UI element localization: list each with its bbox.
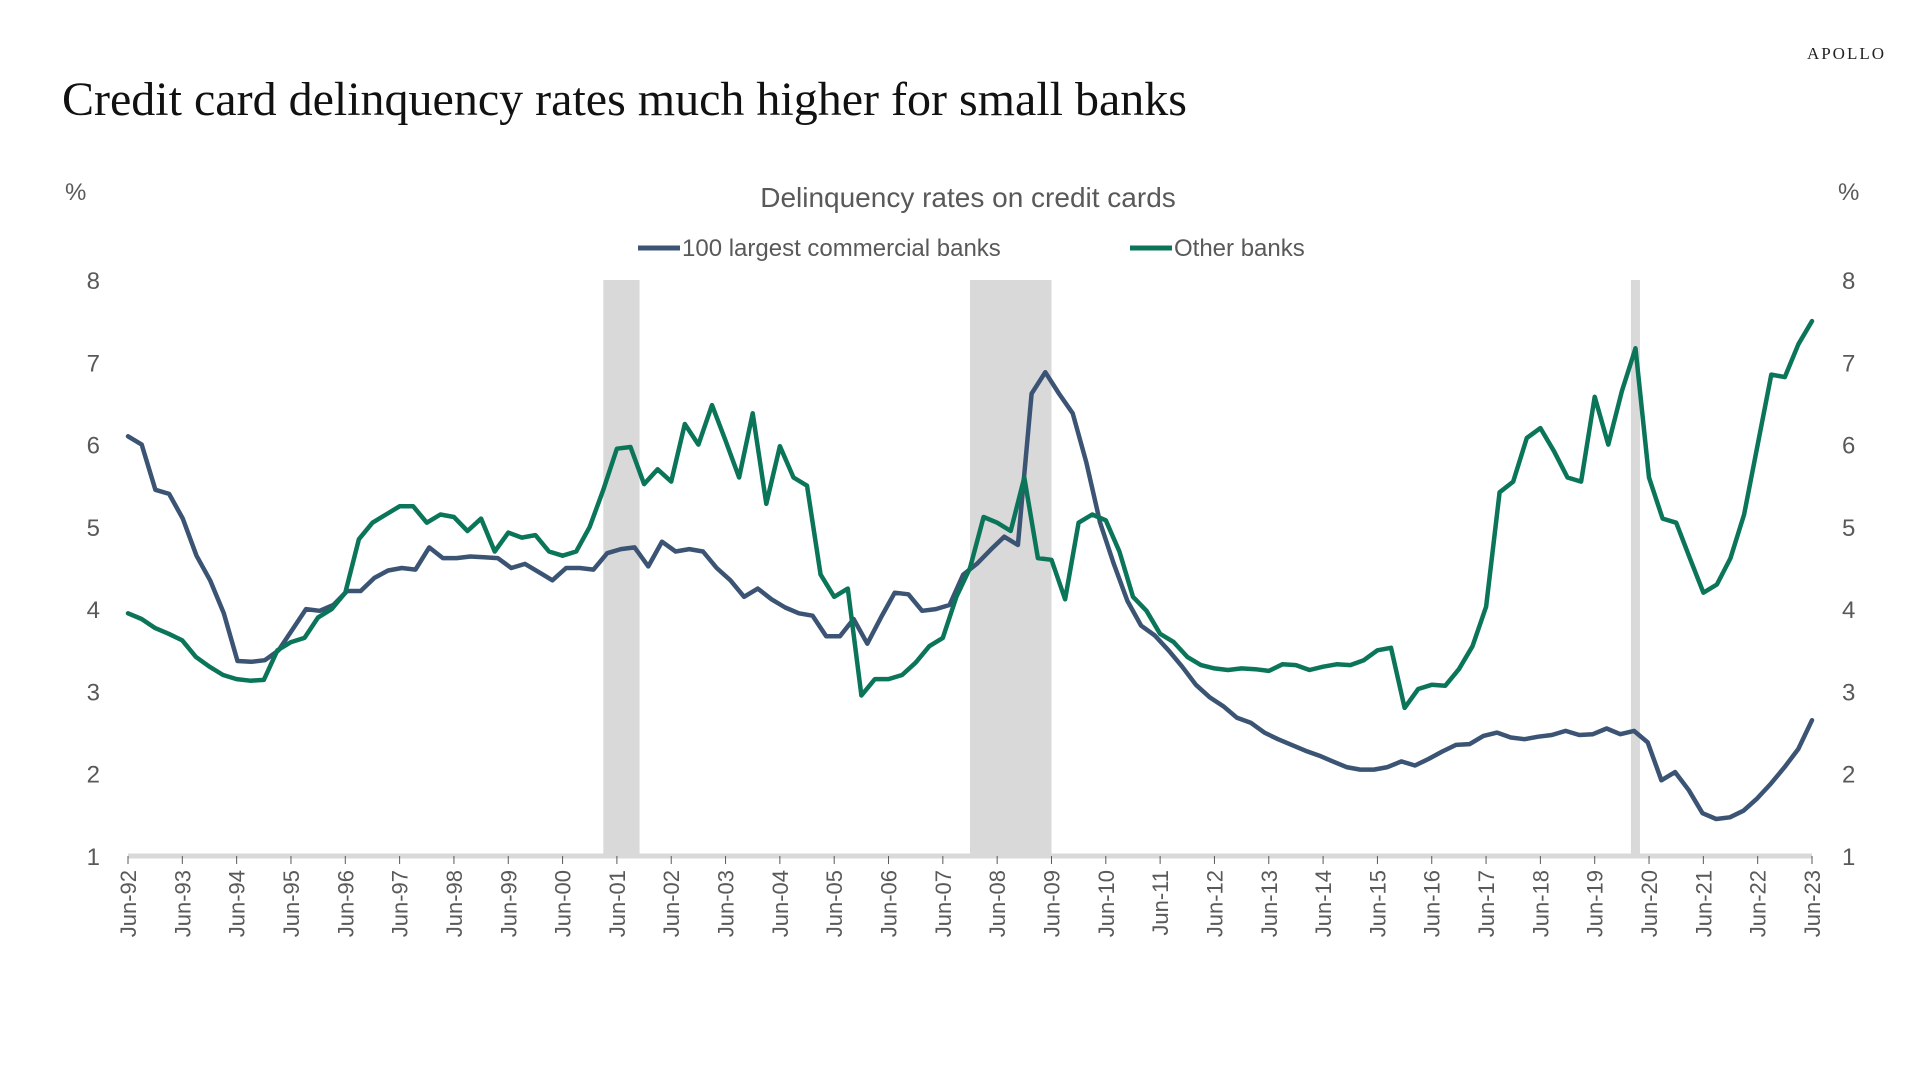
- y-tick-left-4: 4: [87, 597, 100, 624]
- x-tick-label: Jun-21: [1691, 870, 1716, 937]
- series-lines: [125, 318, 1815, 822]
- y-tick-right-3: 3: [1842, 679, 1855, 706]
- x-tick-label: Jun-06: [877, 870, 902, 937]
- y-tick-right-2: 2: [1842, 762, 1855, 789]
- chart-title: Delinquency rates on credit cards: [760, 182, 1176, 213]
- y-tick-left-1: 1: [87, 844, 100, 871]
- y-tick-left-3: 3: [87, 679, 100, 706]
- x-tick-label: Jun-15: [1365, 870, 1390, 937]
- x-tick-label: Jun-04: [768, 870, 793, 937]
- y-axis-left: 1 2 3 4 5 6 7 8: [87, 268, 100, 871]
- y-axis-right: 1 2 3 4 5 6 7 8: [1842, 268, 1855, 871]
- brand-logo: APOLLO: [1806, 44, 1886, 63]
- y-tick-left-8: 8: [87, 268, 100, 295]
- recession-band-1: [603, 280, 640, 856]
- x-tick-label: Jun-94: [225, 870, 250, 937]
- x-tick-label: Jun-09: [1039, 870, 1064, 937]
- x-tick-label: Jun-00: [551, 870, 576, 937]
- x-tick-label: Jun-97: [388, 870, 413, 937]
- y-tick-right-1: 1: [1842, 844, 1855, 871]
- y-axis-unit-right: %: [1838, 179, 1859, 206]
- x-tick-label: Jun-14: [1311, 870, 1336, 937]
- y-tick-left-6: 6: [87, 433, 100, 460]
- legend-label-other-banks: Other banks: [1174, 235, 1305, 262]
- legend-label-largest-banks: 100 largest commercial banks: [682, 235, 1001, 262]
- recession-bands: [603, 280, 1640, 856]
- x-tick-label: Jun-20: [1637, 870, 1662, 937]
- x-tick-label: Jun-92: [116, 870, 141, 937]
- x-tick-label: Jun-13: [1257, 870, 1282, 937]
- x-tick-label: Jun-98: [442, 870, 467, 937]
- y-axis-unit-left: %: [65, 179, 86, 206]
- x-tick-label: Jun-01: [605, 870, 630, 937]
- x-tick-label: Jun-23: [1800, 870, 1825, 937]
- x-tick-label: Jun-18: [1528, 870, 1553, 937]
- recession-band-2: [970, 280, 1052, 856]
- y-tick-right-4: 4: [1842, 597, 1855, 624]
- x-tick-label: Jun-16: [1420, 870, 1445, 937]
- y-tick-right-7: 7: [1842, 350, 1855, 377]
- y-tick-right-6: 6: [1842, 433, 1855, 460]
- x-tick-label: Jun-93: [170, 870, 195, 937]
- y-tick-right-5: 5: [1842, 515, 1855, 542]
- y-tick-left-5: 5: [87, 515, 100, 542]
- x-tick-label: Jun-12: [1202, 870, 1227, 937]
- x-tick-label: Jun-07: [931, 870, 956, 937]
- x-tick-label: Jun-99: [496, 870, 521, 937]
- x-tick-label: Jun-17: [1474, 870, 1499, 937]
- headline: Credit card delinquency rates much highe…: [62, 73, 1187, 126]
- x-tick-label: Jun-11: [1148, 870, 1173, 936]
- y-tick-right-8: 8: [1842, 268, 1855, 295]
- recession-band-3: [1630, 280, 1640, 856]
- x-tick-label: Jun-96: [333, 870, 358, 937]
- x-tick-label: Jun-19: [1583, 870, 1608, 937]
- x-tick-label: Jun-03: [714, 870, 739, 937]
- x-tick-label: Jun-05: [822, 870, 847, 937]
- x-tick-label: Jun-10: [1094, 870, 1119, 937]
- y-tick-left-7: 7: [87, 350, 100, 377]
- x-tick-label: Jun-95: [279, 870, 304, 937]
- y-tick-left-2: 2: [87, 762, 100, 789]
- x-tick-label: Jun-22: [1746, 870, 1771, 937]
- series-line-other-banks: [125, 318, 1815, 711]
- legend: 100 largest commercial banks Other banks: [638, 235, 1305, 262]
- x-tick-label: Jun-02: [659, 870, 684, 937]
- x-tick-label: Jun-08: [985, 870, 1010, 937]
- x-axis-ticks: Jun-92 Jun-93 Jun-94 Jun-95 Jun-96 Jun-97 Jun-…: [116, 856, 1825, 937]
